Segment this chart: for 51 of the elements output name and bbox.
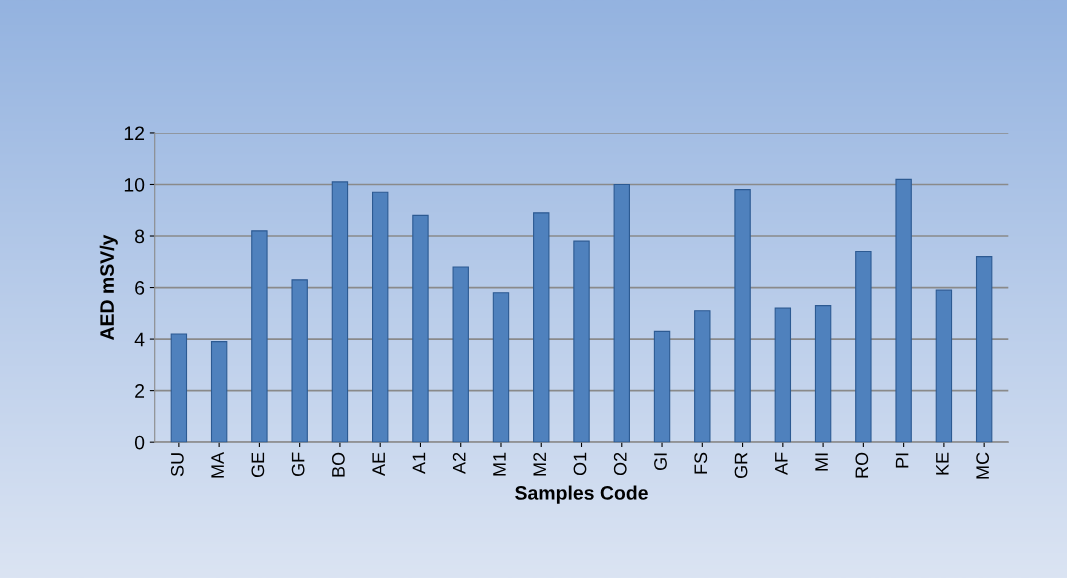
x-tick-label: M2 [533, 452, 546, 476]
bar [452, 266, 469, 443]
bar [573, 240, 590, 443]
x-tick-label: FS [694, 452, 708, 474]
x-tick-label: MA [211, 451, 224, 478]
y-tick-label: 4 [134, 332, 145, 347]
bar [492, 292, 510, 443]
y-tick-label: 12 [124, 126, 145, 140]
bar [210, 341, 228, 443]
bar [331, 181, 349, 443]
y-tick-label: 0 [134, 435, 145, 450]
bar [855, 250, 872, 443]
bar [251, 230, 268, 443]
x-tick-label: AE [372, 452, 385, 476]
x-tick-label: SU [170, 453, 184, 477]
y-tick-label: 2 [135, 384, 145, 398]
y-tick-label: 6 [135, 281, 145, 295]
bar [533, 212, 550, 443]
x-tick-label: BO [331, 452, 345, 477]
y-tick-label: 8 [135, 229, 145, 244]
x-tick-label: O1 [573, 452, 587, 476]
bar [935, 289, 953, 443]
x-tick-label: A1 [412, 452, 426, 474]
x-tick-label: RO [855, 452, 869, 478]
x-tick-label: AF [775, 452, 788, 475]
bar [734, 189, 751, 443]
bar [895, 178, 912, 443]
y-axis-title: AED mSV/y [99, 234, 118, 341]
x-tick-label: MC [976, 452, 989, 479]
x-tick-label: GF [291, 452, 305, 477]
bar [653, 330, 671, 443]
bar [814, 305, 832, 443]
x-tick-label: KE [936, 452, 949, 475]
x-tick-label: MI [815, 453, 828, 471]
bar [412, 214, 429, 443]
bar [170, 333, 188, 443]
bar [975, 256, 993, 443]
x-tick-label: GE [251, 452, 265, 478]
x-tick-label: O2 [613, 452, 627, 476]
bar [371, 191, 389, 443]
bar [774, 307, 792, 443]
bar [613, 183, 630, 443]
x-tick-label: M1 [493, 452, 506, 476]
x-tick-label: GI [654, 453, 667, 471]
x-tick-label: GR [734, 452, 748, 479]
x-axis-title: Samples Code [515, 485, 648, 504]
x-tick-label: PI [895, 453, 909, 468]
y-tick-label: 10 [124, 177, 145, 192]
bar [694, 310, 711, 443]
x-tick-label: A2 [452, 452, 466, 474]
bar [291, 279, 308, 443]
